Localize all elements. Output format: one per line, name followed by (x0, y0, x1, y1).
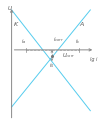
Text: U: U (8, 6, 12, 11)
Text: $i_{corr}$: $i_{corr}$ (53, 35, 64, 44)
Text: K: K (13, 22, 18, 27)
Text: lg i: lg i (90, 57, 97, 62)
Text: $i_a$: $i_a$ (22, 37, 27, 46)
Text: $i_0$: $i_0$ (49, 62, 54, 70)
Text: $U_{corr}$: $U_{corr}$ (62, 51, 75, 60)
Text: A: A (80, 22, 84, 27)
Text: $i_k$: $i_k$ (75, 37, 80, 46)
